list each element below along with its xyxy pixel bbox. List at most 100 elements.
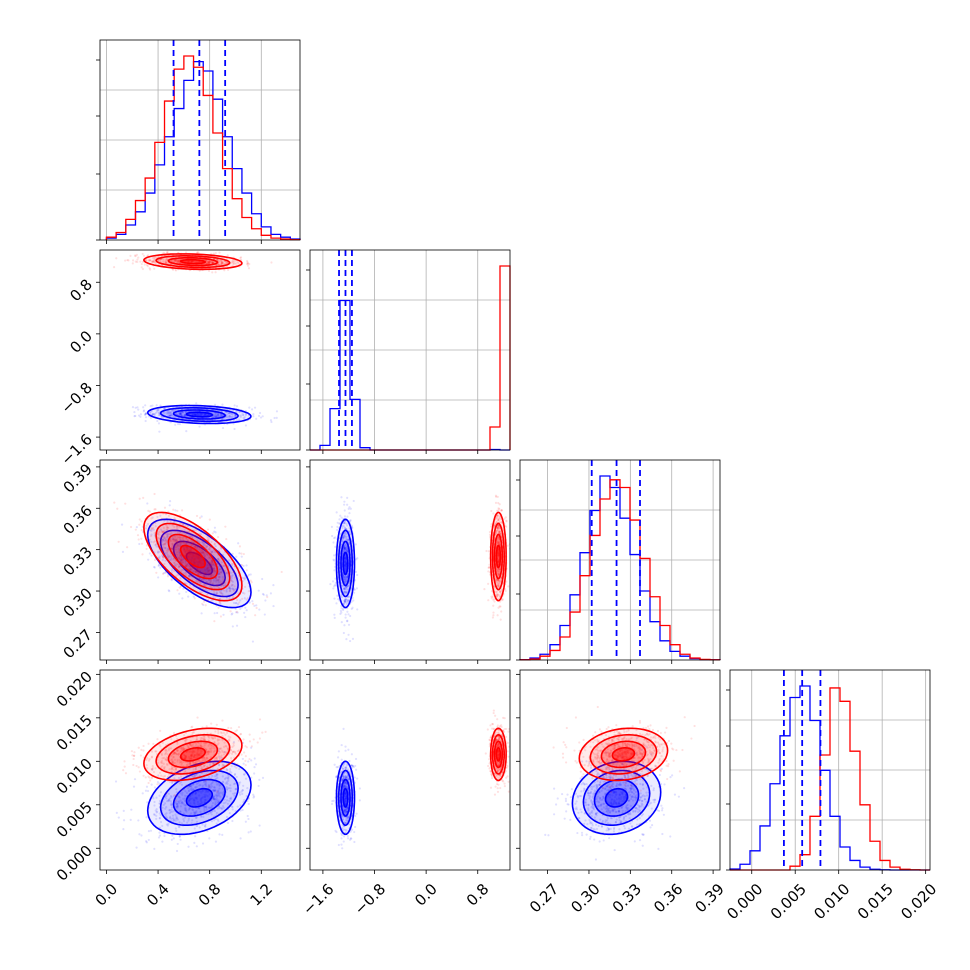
scatter-point [238, 411, 241, 414]
scatter-point [336, 594, 339, 597]
scatter-point [343, 534, 346, 537]
scatter-point [193, 561, 197, 565]
scatter-point [347, 595, 350, 599]
scatter-point [169, 800, 172, 803]
scatter-point [194, 413, 197, 416]
scatter-point [183, 549, 186, 552]
scatter-point [497, 507, 500, 510]
scatter-point [195, 811, 198, 814]
scatter-point [207, 575, 210, 578]
scatter-point [207, 569, 210, 572]
scatter-point [161, 554, 164, 557]
scatter-point [187, 550, 190, 553]
scatter-point [192, 808, 195, 812]
scatter-point [148, 258, 151, 262]
scatter-point [231, 805, 234, 809]
scatter-point [216, 592, 219, 595]
scatter-point [121, 550, 125, 553]
scatter-point [203, 793, 206, 796]
scatter-point [153, 492, 156, 496]
scatter-point [205, 784, 208, 787]
scatter-point [94, 408, 96, 410]
scatter-point [180, 542, 183, 545]
scatter-point [343, 545, 346, 548]
scatter-point [169, 500, 172, 503]
scatter-point [177, 776, 181, 779]
scatter-point [202, 584, 206, 587]
scatter-point [221, 780, 224, 783]
scatter-point [347, 541, 351, 545]
scatter-point [211, 561, 214, 564]
scatter-point [192, 557, 195, 561]
scatter-point [495, 578, 498, 581]
scatter-point [140, 542, 144, 545]
scatter-point [194, 413, 197, 416]
scatter-point [342, 548, 345, 552]
scatter-point [228, 585, 231, 588]
scatter-point [226, 802, 229, 805]
scatter-point [200, 515, 203, 518]
scatter-point [162, 546, 165, 549]
scatter-point [338, 518, 341, 521]
scatter-point [497, 550, 500, 554]
scatter-point [196, 807, 199, 810]
scatter-point [233, 413, 237, 417]
scatter-point [179, 412, 183, 416]
scatter-point [487, 566, 490, 569]
scatter-point [151, 768, 154, 771]
scatter-point [230, 796, 233, 799]
scatter-point [343, 548, 346, 551]
scatter-point [497, 517, 500, 520]
scatter-point [181, 536, 184, 540]
scatter-point [140, 520, 143, 523]
scatter-point [230, 771, 233, 774]
scatter-point [162, 258, 165, 262]
scatter-point [217, 414, 220, 417]
scatter-point [178, 551, 181, 554]
scatter-point [189, 559, 192, 562]
scatter-point [168, 411, 171, 414]
scatter-point [140, 834, 143, 837]
scatter-point [200, 796, 203, 800]
scatter-point [343, 587, 346, 590]
scatter-point [175, 260, 179, 263]
scatter-point [164, 260, 167, 263]
scatter-point [243, 773, 246, 776]
scatter-point [497, 552, 500, 555]
scatter-point [239, 415, 242, 419]
scatter-point [194, 545, 197, 548]
scatter-point [221, 833, 224, 836]
scatter-point [184, 415, 187, 418]
scatter-point [214, 797, 217, 801]
scatter-point [217, 558, 220, 561]
scatter-point [153, 566, 156, 569]
scatter-point [346, 524, 349, 527]
scatter-point [207, 269, 211, 272]
scatter-point [224, 558, 227, 561]
scatter-point [238, 552, 241, 555]
scatter-point [229, 587, 232, 590]
scatter-point [355, 558, 358, 561]
scatter-point [144, 413, 147, 416]
scatter-point [219, 602, 222, 606]
scatter-point [199, 556, 202, 560]
scatter-point [496, 514, 499, 517]
scatter-point [220, 756, 224, 760]
scatter-point [197, 790, 200, 793]
scatter-point [170, 556, 173, 560]
scatter-point [174, 813, 177, 816]
scatter-point [202, 574, 205, 577]
scatter-point [186, 564, 189, 567]
scatter-point [205, 790, 209, 793]
scatter-point [184, 809, 188, 812]
scatter-point [153, 847, 156, 851]
scatter-point [494, 501, 498, 505]
scatter-point [237, 542, 240, 545]
scatter-point [226, 572, 229, 575]
scatter-point [499, 532, 502, 535]
scatter-point [343, 590, 346, 593]
scatter-point [229, 589, 232, 593]
scatter-point [498, 530, 501, 533]
scatter-point [242, 784, 245, 787]
scatter-point [203, 542, 206, 545]
